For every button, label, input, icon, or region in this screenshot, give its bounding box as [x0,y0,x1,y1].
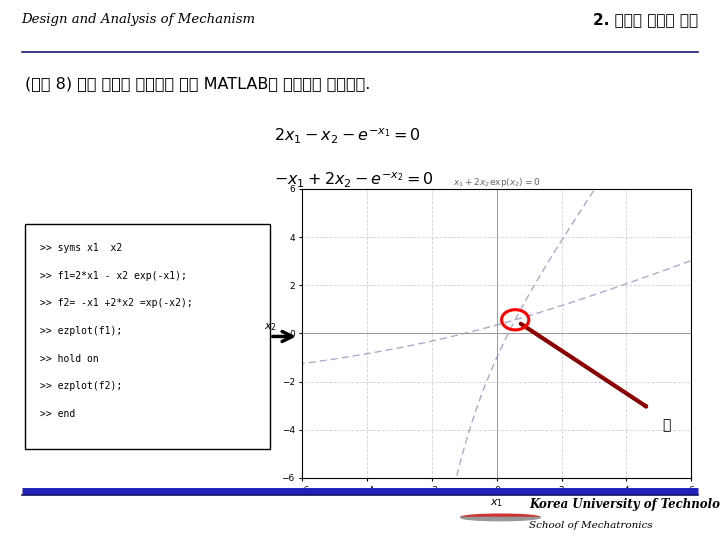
Wedge shape [461,514,540,517]
Text: 해: 해 [662,418,670,431]
Text: Korea University of Technology and Education: Korea University of Technology and Educa… [529,498,720,511]
Y-axis label: $x_2$: $x_2$ [264,322,277,333]
Text: >> syms x1  x2: >> syms x1 x2 [40,244,122,253]
Text: >> end: >> end [40,409,75,419]
Text: 2. 비선형 방정식 해법: 2. 비선형 방정식 해법 [593,12,698,28]
Wedge shape [461,517,540,521]
Text: >> hold on: >> hold on [40,354,99,363]
Text: (예제 8) 다음 비선형 방정식의 해를 MATLAB을 이용하여 구하시오.: (예제 8) 다음 비선형 방정식의 해를 MATLAB을 이용하여 구하시오. [25,76,371,91]
Text: >> f1=2*x1 - x2 exp(-x1);: >> f1=2*x1 - x2 exp(-x1); [40,271,186,281]
Text: $-x_1 + 2x_2 - e^{-x_2} = 0$: $-x_1 + 2x_2 - e^{-x_2} = 0$ [274,171,433,191]
Title: $x_1+2x_2\exp(x_2)=0$: $x_1+2x_2\exp(x_2)=0$ [453,176,541,189]
Text: Design and Analysis of Mechanism: Design and Analysis of Mechanism [22,14,256,26]
Text: >> f2= -x1 +2*x2 =xp(-x2);: >> f2= -x1 +2*x2 =xp(-x2); [40,299,192,308]
Text: $2x_1 - x_2 - e^{-x_1} = 0$: $2x_1 - x_2 - e^{-x_1} = 0$ [274,127,420,146]
X-axis label: $x_1$: $x_1$ [490,497,503,509]
Text: School of Mechatronics: School of Mechatronics [529,521,653,530]
Text: >> ezplot(f1);: >> ezplot(f1); [40,326,122,336]
FancyBboxPatch shape [25,224,270,449]
Text: >> ezplot(f2);: >> ezplot(f2); [40,381,122,391]
